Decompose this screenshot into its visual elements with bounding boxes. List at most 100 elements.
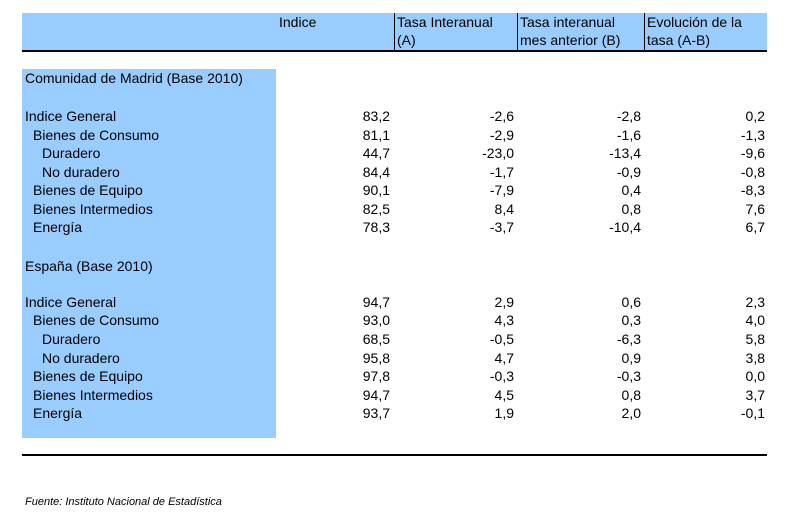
cell-tasa-b: 0,6: [621, 294, 641, 310]
cell-evolucion: 0,0: [745, 368, 765, 384]
cell-evolucion: 0,2: [745, 108, 765, 124]
cell-tasa-b: 0,8: [621, 201, 641, 217]
cell-tasa-b: -1,6: [616, 127, 641, 143]
cell-indice: 83,2: [362, 108, 390, 124]
cell-indice: 81,1: [362, 127, 390, 143]
row-label: Duradero: [42, 331, 101, 347]
row-label: Bienes de Equipo: [33, 182, 143, 198]
cell-tasa-b: 2,0: [621, 405, 641, 421]
cell-tasa-a: -7,9: [489, 182, 514, 198]
table-row: Bienes de Consumo 81,1 -2,9 -1,6 -1,3: [0, 126, 786, 145]
cell-indice: 82,5: [362, 201, 390, 217]
section-title: España (Base 2010): [25, 258, 153, 274]
cell-indice: 97,8: [362, 368, 390, 384]
source-footnote: Fuente: Instituto Nacional de Estadístic…: [25, 496, 222, 508]
table-row: Indice General 94,7 2,9 0,6 2,3: [0, 293, 786, 312]
table-row: Bienes de Equipo 90,1 -7,9 0,4 -8,3: [0, 181, 786, 200]
cell-evolucion: 5,8: [745, 331, 765, 347]
cell-evolucion: -0,8: [740, 164, 765, 180]
cell-evolucion: -1,3: [740, 127, 765, 143]
table-bottom-rule: [22, 454, 767, 456]
cell-tasa-a: -0,5: [489, 331, 514, 347]
cell-tasa-b: -2,8: [616, 108, 641, 124]
cell-tasa-a: -3,7: [489, 219, 514, 235]
cell-tasa-b: 0,4: [621, 182, 641, 198]
cell-indice: 68,5: [362, 331, 390, 347]
cell-tasa-b: -0,9: [616, 164, 641, 180]
cell-evolucion: -9,6: [740, 145, 765, 161]
row-label: Bienes de Equipo: [33, 368, 143, 384]
cell-tasa-a: -1,7: [489, 164, 514, 180]
table-row: Indice General 83,2 -2,6 -2,8 0,2: [0, 107, 786, 126]
cell-evolucion: 6,7: [745, 219, 765, 235]
row-label: Duradero: [42, 145, 101, 161]
cell-indice: 78,3: [362, 219, 390, 235]
cell-tasa-b: 0,9: [621, 350, 641, 366]
cell-tasa-a: -23,0: [482, 145, 514, 161]
header-tasa-interanual-line2: (A): [397, 32, 416, 48]
row-label: Bienes Intermedios: [33, 387, 153, 403]
row-label: No duradero: [42, 350, 120, 366]
row-label-band: [22, 69, 276, 438]
header-tasa-mes-anterior: Tasa interanual mes anterior (B): [518, 13, 645, 50]
row-label: Indice General: [25, 294, 117, 310]
header-tasa-mes-anterior-line2: mes anterior (B): [520, 32, 621, 48]
cell-tasa-b: -6,3: [616, 331, 641, 347]
cell-indice: 84,4: [362, 164, 390, 180]
table-row: Bienes de Consumo 93,0 4,3 0,3 4,0: [0, 311, 786, 330]
table-row: Duradero 44,7 -23,0 -13,4 -9,6: [0, 144, 786, 163]
cell-indice: 93,0: [362, 312, 390, 328]
cell-tasa-b: 0,3: [621, 312, 641, 328]
header-evolucion: Evolución de la tasa (A-B): [645, 13, 767, 50]
cell-tasa-a: 2,9: [494, 294, 514, 310]
cell-indice: 44,7: [362, 145, 390, 161]
row-label: Bienes Intermedios: [33, 201, 153, 217]
header-indice-label: Indice: [279, 14, 317, 30]
cell-tasa-a: -0,3: [489, 368, 514, 384]
cell-indice: 90,1: [362, 182, 390, 198]
row-label: Energía: [33, 405, 83, 421]
table-row: Energía 93,7 1,9 2,0 -0,1: [0, 404, 786, 423]
table-row: No duradero 84,4 -1,7 -0,9 -0,8: [0, 163, 786, 182]
table-row: Bienes Intermedios 94,7 4,5 0,8 3,7: [0, 386, 786, 405]
cell-evolucion: -0,1: [740, 405, 765, 421]
section-title: Comunidad de Madrid (Base 2010): [25, 70, 243, 86]
cell-tasa-b: -10,4: [609, 219, 641, 235]
row-label: Bienes de Consumo: [33, 127, 160, 143]
table-row: Energía 78,3 -3,7 -10,4 6,7: [0, 218, 786, 237]
cell-evolucion: 3,7: [745, 387, 765, 403]
cell-tasa-a: 4,5: [494, 387, 514, 403]
header-evolucion-line2: tasa (A-B): [647, 32, 711, 48]
header-indice: Indice: [277, 13, 395, 50]
row-label: Indice General: [25, 108, 117, 124]
cell-evolucion: 7,6: [745, 201, 765, 217]
cell-indice: 94,7: [362, 294, 390, 310]
cell-evolucion: -8,3: [740, 182, 765, 198]
table-row: Bienes de Equipo 97,8 -0,3 -0,3 0,0: [0, 367, 786, 386]
table-row: No duradero 95,8 4,7 0,9 3,8: [0, 349, 786, 368]
cell-evolucion: 3,8: [745, 350, 765, 366]
cell-tasa-b: -0,3: [616, 368, 641, 384]
cell-tasa-a: 8,4: [494, 201, 514, 217]
header-tasa-mes-anterior-line1: Tasa interanual: [520, 14, 615, 30]
table-row: Bienes Intermedios 82,5 8,4 0,8 7,6: [0, 200, 786, 219]
cell-tasa-a: 4,3: [494, 312, 514, 328]
header-divider: [394, 13, 395, 50]
table-row: Duradero 68,5 -0,5 -6,3 5,8: [0, 330, 786, 349]
section-title-madrid: Comunidad de Madrid (Base 2010): [0, 69, 786, 88]
row-label: Energía: [33, 219, 83, 235]
cell-evolucion: 4,0: [745, 312, 765, 328]
cell-tasa-a: 1,9: [494, 405, 514, 421]
row-label: No duradero: [42, 164, 120, 180]
cell-tasa-a: -2,9: [489, 127, 514, 143]
row-label: Bienes de Consumo: [33, 312, 160, 328]
table-header: Indice Tasa Interanual (A) Tasa interanu…: [22, 13, 767, 52]
cell-tasa-a: 4,7: [494, 350, 514, 366]
cell-tasa-b: -13,4: [609, 145, 641, 161]
header-tasa-interanual: Tasa Interanual (A): [395, 13, 518, 50]
cell-tasa-b: 0,8: [621, 387, 641, 403]
header-evolucion-line1: Evolución de la: [647, 14, 742, 30]
cell-indice: 95,8: [362, 350, 390, 366]
cell-tasa-a: -2,6: [489, 108, 514, 124]
header-tasa-interanual-line1: Tasa Interanual: [397, 14, 493, 30]
